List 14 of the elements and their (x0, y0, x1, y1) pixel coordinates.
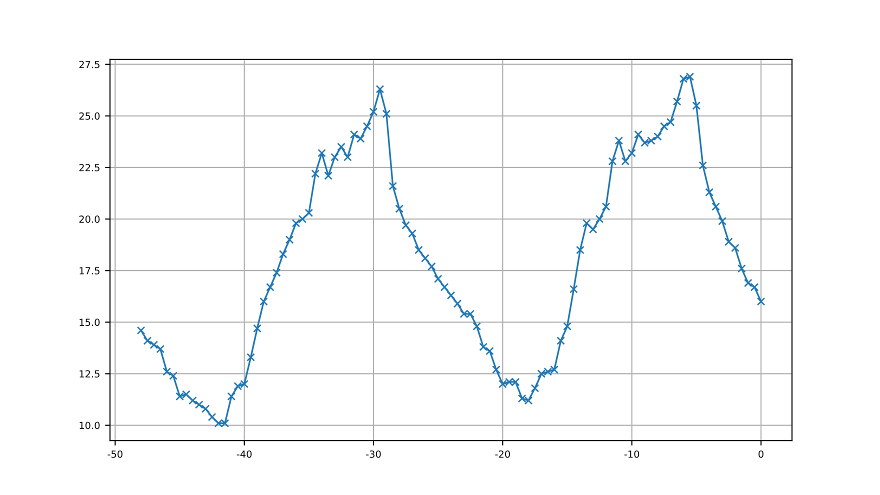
y-tick-label: 15.0 (80, 318, 100, 326)
x-tick-label: -20 (495, 450, 510, 458)
x-tick-label: -50 (108, 450, 122, 458)
x-tick-label: 0 (758, 450, 764, 458)
x-tick-label: -10 (624, 450, 640, 458)
y-tick-label: 20.0 (79, 216, 100, 223)
y-tick-label: 27.5 (79, 60, 100, 68)
x-tick-label: -40 (236, 450, 252, 458)
x-tick-label: -30 (366, 450, 381, 458)
y-tick-label: 10.0 (80, 422, 100, 430)
y-tick-label: 25.0 (79, 112, 100, 120)
y-tick-label: 22.5 (79, 164, 100, 172)
y-tick-label: 12.5 (80, 370, 100, 378)
y-tick-label: 17.5 (80, 267, 100, 274)
